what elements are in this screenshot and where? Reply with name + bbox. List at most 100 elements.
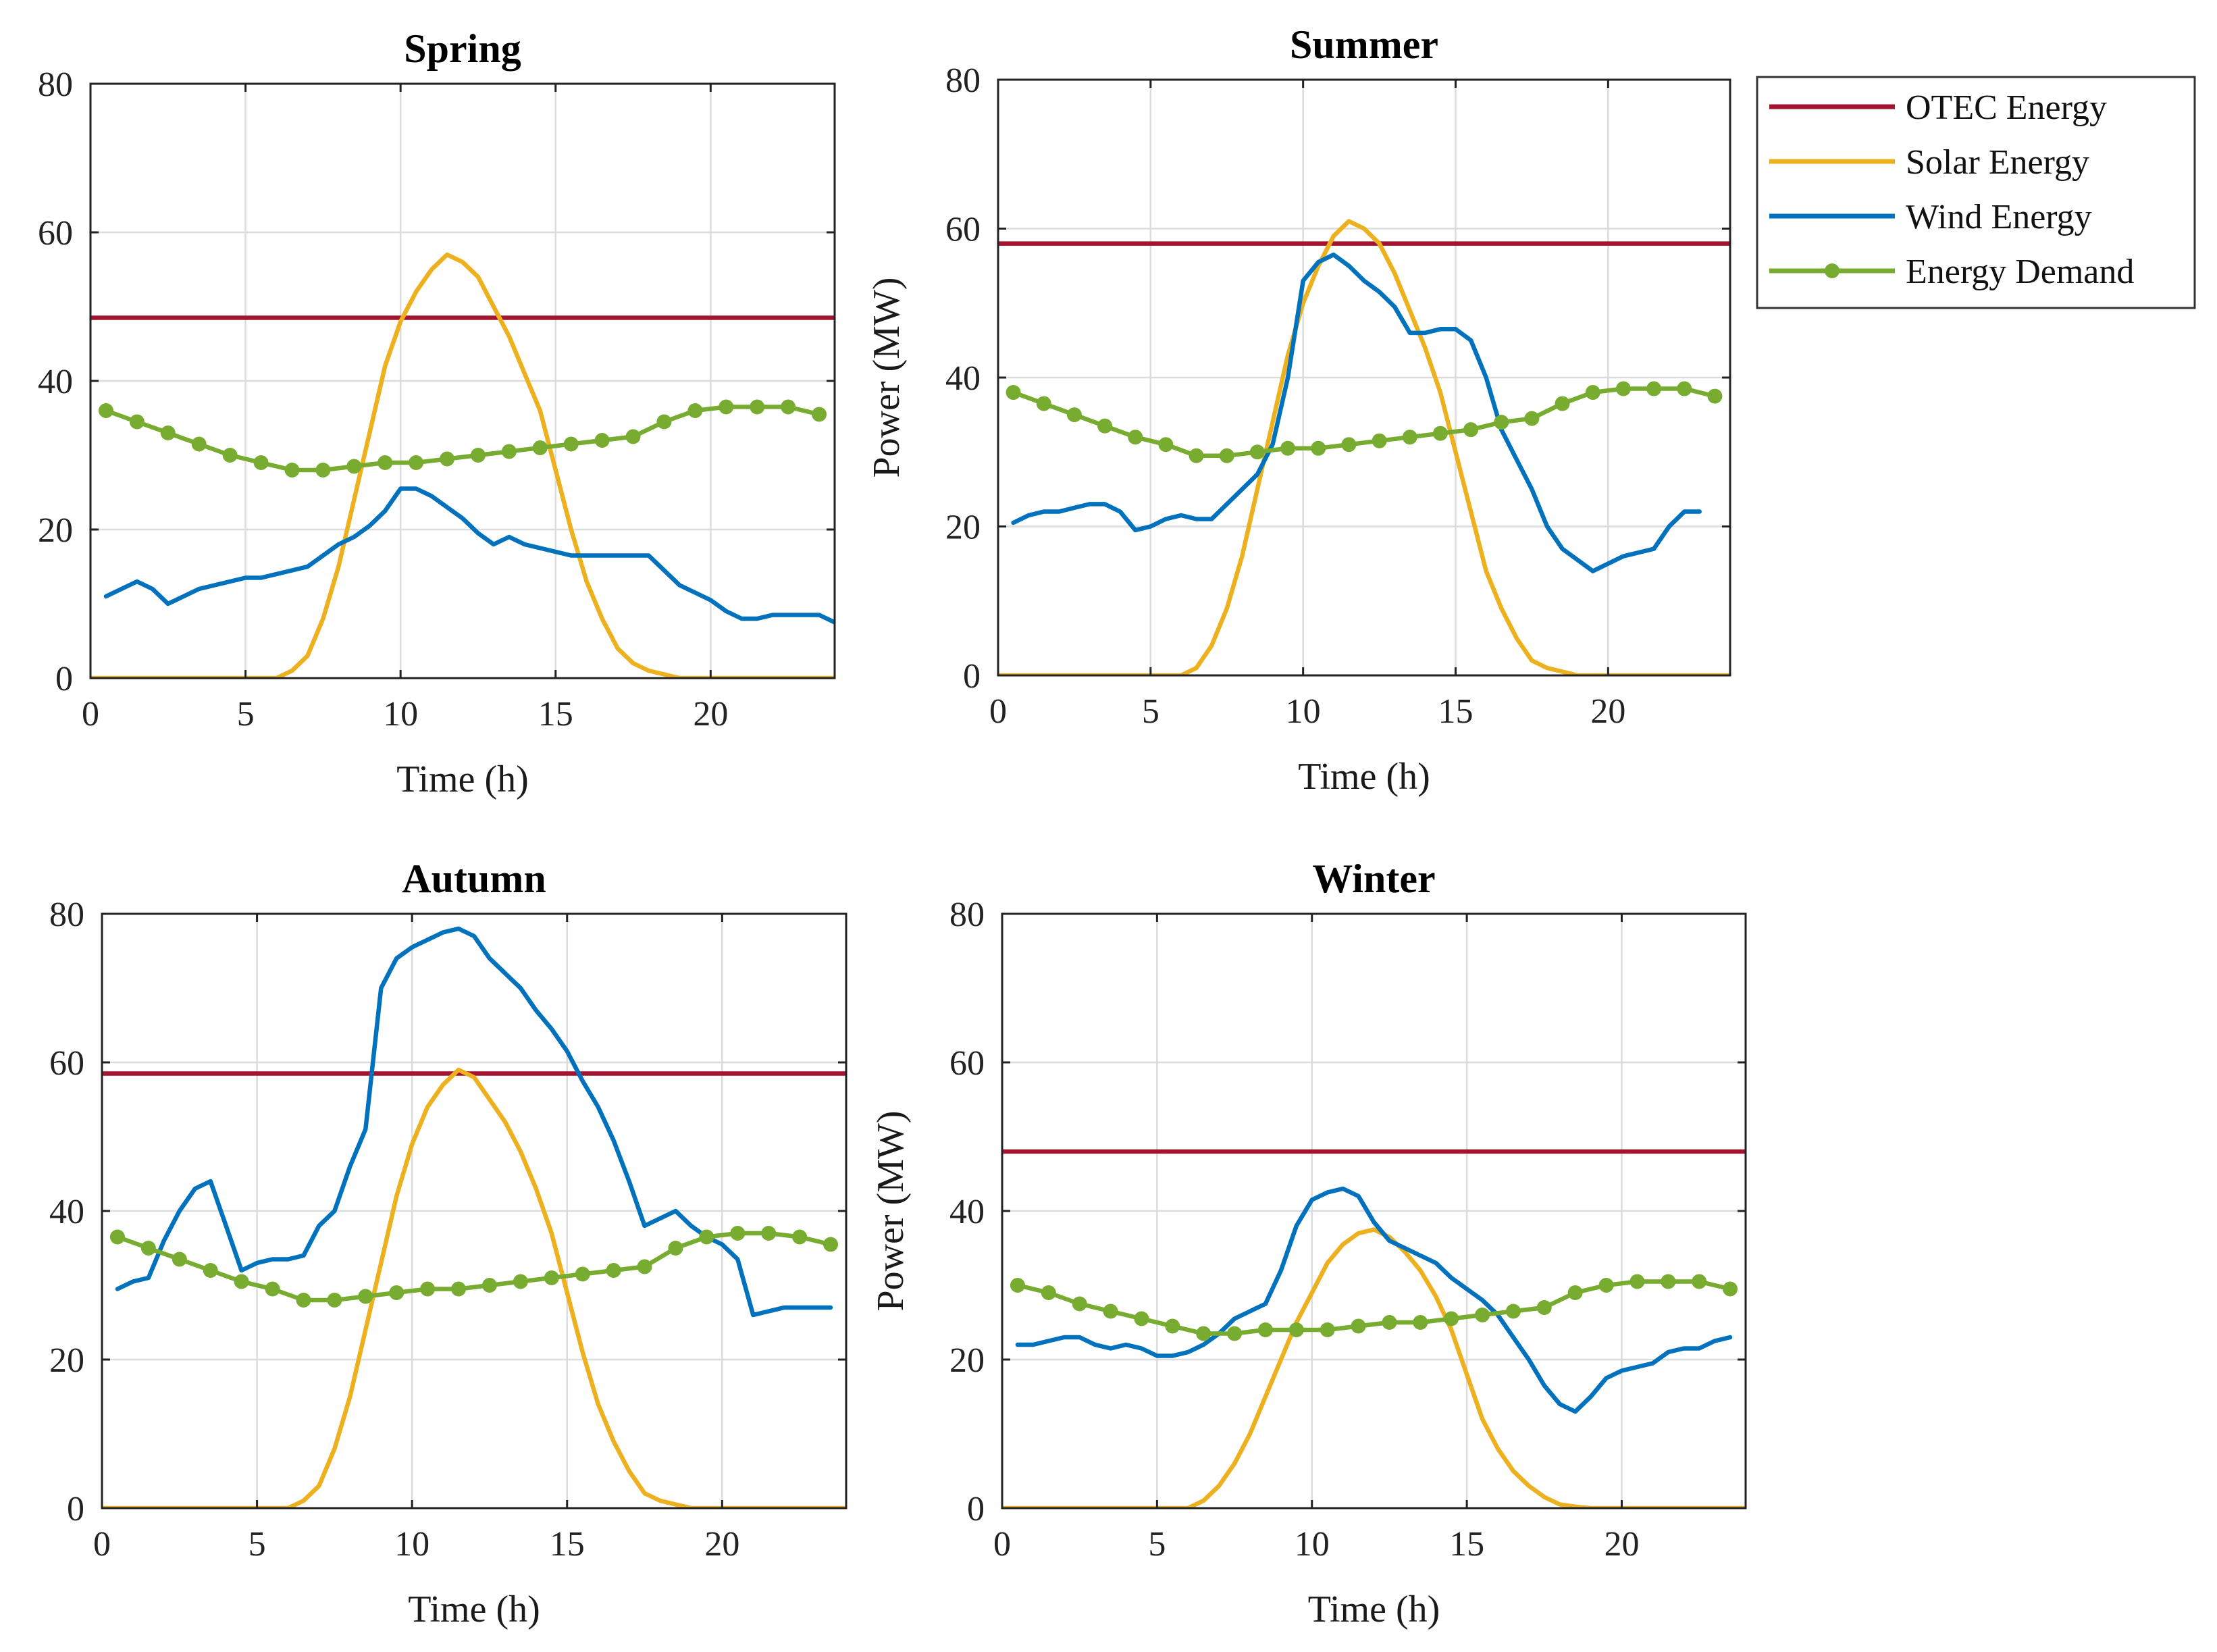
demand-marker [1041, 1285, 1056, 1300]
demand-marker [140, 1241, 156, 1256]
demand-marker [1692, 1274, 1707, 1289]
demand-marker [1615, 381, 1631, 396]
y-tick-label: 20 [49, 1341, 84, 1380]
legend-label-otec: OTEC Energy [1906, 88, 2107, 127]
x-tick-label: 5 [1148, 1525, 1166, 1564]
demand-marker [761, 1226, 777, 1241]
y-tick-label: 80 [949, 896, 985, 934]
legend-label-wind: Wind Energy [1906, 198, 2092, 236]
y-tick-label: 40 [949, 1193, 985, 1231]
x-tick-label: 5 [249, 1525, 266, 1564]
y-axis-label: Power (MW) [866, 277, 908, 477]
demand-marker [1036, 396, 1051, 411]
demand-marker [563, 436, 579, 452]
demand-marker [1524, 411, 1540, 426]
demand-marker [730, 1226, 746, 1241]
demand-marker [1444, 1311, 1459, 1326]
y-tick-label: 20 [38, 511, 73, 550]
x-tick-label: 10 [1295, 1525, 1330, 1564]
demand-marker [1494, 415, 1509, 430]
demand-marker [1189, 448, 1204, 463]
solar-line [102, 1067, 846, 1508]
demand-marker [129, 414, 145, 430]
y-tick-label: 40 [38, 363, 73, 401]
demand-marker [358, 1289, 373, 1304]
demand-marker [812, 407, 827, 422]
panel-title: Spring [404, 26, 521, 71]
demand-marker [315, 463, 331, 477]
demand-marker [191, 436, 207, 452]
x-tick-label: 0 [82, 695, 99, 733]
y-axis-label: Power (MW) [870, 1110, 912, 1311]
demand-marker [1006, 385, 1021, 401]
y-tick-label: 80 [49, 896, 84, 934]
y-tick-label: 0 [67, 1490, 84, 1528]
wind-line [1015, 1186, 1733, 1414]
demand-marker [625, 429, 641, 444]
x-axis-label: Time (h) [1308, 1589, 1440, 1630]
demand-marker [1475, 1308, 1490, 1322]
demand-marker [327, 1293, 342, 1308]
demand-marker [234, 1274, 249, 1289]
demand-marker [1280, 440, 1296, 456]
demand-marker [668, 1241, 683, 1256]
legend: OTEC Energy Solar Energy Wind Energy Energy… [1756, 76, 2196, 309]
demand-marker [440, 451, 455, 467]
demand-marker [172, 1251, 187, 1267]
demand-marker [1257, 1322, 1273, 1337]
demand-marker [109, 1229, 125, 1245]
demand-marker [1536, 1300, 1552, 1315]
y-tick-label: 40 [49, 1193, 84, 1231]
demand-marker [1219, 448, 1234, 463]
demand-marker [1158, 437, 1174, 453]
demand-marker [637, 1259, 652, 1274]
x-axis-label: Time (h) [1298, 756, 1430, 798]
demand-marker [750, 399, 765, 415]
wind-line [103, 486, 835, 625]
x-tick-label: 10 [1286, 692, 1321, 731]
y-tick-label: 20 [949, 1341, 985, 1380]
y-tick-label: 0 [963, 657, 981, 696]
legend-label-solar: Solar Energy [1906, 143, 2089, 182]
demand-marker [823, 1237, 839, 1252]
demand-marker [1646, 381, 1662, 396]
demand-marker [1066, 407, 1082, 423]
demand-marker [781, 399, 796, 415]
wind-line [1011, 252, 1702, 573]
demand-marker [532, 440, 548, 455]
x-tick-label: 20 [1605, 1525, 1640, 1564]
demand-marker [1288, 1322, 1304, 1337]
x-tick-label: 0 [993, 1525, 1011, 1564]
x-tick-label: 0 [989, 692, 1007, 731]
legend-marker-demand [1825, 263, 1840, 278]
x-tick-label: 15 [1449, 1525, 1484, 1564]
demand-marker [203, 1263, 218, 1278]
panel-summer: 0 5 10 15 20 0 20 40 60 80 Summer Time (h) Power (MW… [866, 22, 1731, 798]
demand-marker [1629, 1274, 1645, 1289]
demand-marker [1555, 396, 1570, 411]
demand-marker [687, 403, 703, 418]
demand-marker [501, 444, 517, 459]
demand-marker [377, 455, 393, 470]
x-axis-label: Time (h) [408, 1589, 540, 1630]
panel-title: Winter [1312, 856, 1435, 901]
demand-marker [575, 1266, 590, 1282]
solar-line [1002, 1227, 1746, 1508]
demand-marker [481, 1278, 497, 1293]
demand-marker [1196, 1326, 1211, 1341]
demand-marker [296, 1293, 311, 1308]
y-tick-label: 60 [945, 211, 981, 249]
demand-marker [1661, 1274, 1676, 1289]
demand-marker [1382, 1315, 1397, 1330]
demand-marker [1249, 444, 1265, 460]
demand-marker [389, 1285, 405, 1300]
series-group [1002, 1149, 1746, 1508]
panel-title: Autumn [402, 856, 546, 901]
demand-marker [470, 448, 486, 463]
legend-label-demand: Energy Demand [1906, 253, 2134, 291]
demand-marker [265, 1281, 280, 1297]
x-tick-label: 5 [1142, 692, 1159, 731]
demand-marker [1097, 418, 1113, 434]
demand-marker [222, 448, 238, 463]
y-tick-label: 60 [38, 214, 73, 253]
